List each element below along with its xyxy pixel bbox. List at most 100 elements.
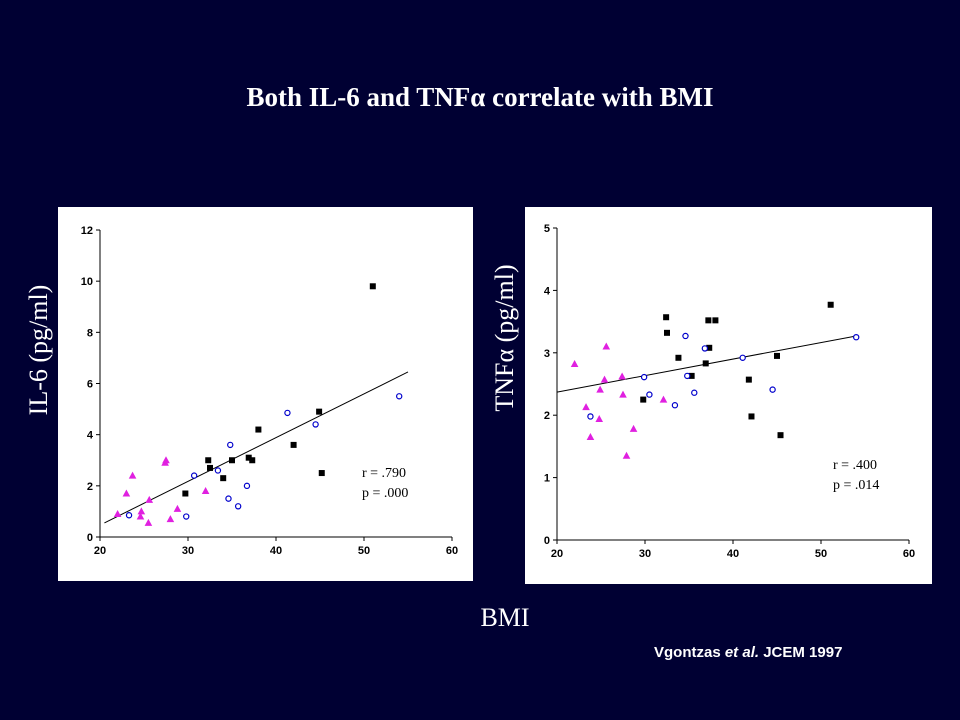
il6-y-tick-label: 8: [87, 327, 93, 339]
tnf-point-square: [748, 413, 755, 420]
tnf-point-triangle: [618, 372, 626, 380]
tnf-y-tick-label: 4: [544, 285, 551, 297]
tnf-chart-panel: 0 1 2 3 4 5 20 30 40 50 60 r = .400 p = .014: [525, 207, 932, 584]
il6-point-square: [255, 426, 262, 433]
slide-title: Both IL-6 and TNFα correlate with BMI: [246, 82, 714, 112]
il6-point-triangle: [122, 489, 131, 497]
il6-point-triangle: [144, 518, 153, 526]
tnf-y-tick-label: 3: [544, 348, 550, 360]
il6-point-square: [316, 408, 323, 415]
il6-x-tick-label: 30: [182, 545, 194, 557]
tnf-point-circle: [682, 332, 689, 340]
il6-point-triangle: [137, 507, 146, 515]
tnf-y-tick-label: 2: [544, 410, 550, 422]
il6-chart-panel: 0 2 4 6 8 10 12 20 30 40 50 60 r = .790 p = .000: [58, 207, 473, 581]
il6-point-circle: [396, 393, 403, 400]
il6-point-square: [290, 441, 297, 448]
il6-point-square: [207, 464, 213, 471]
tnf-point-square: [777, 432, 784, 439]
il6-point-triangle: [145, 495, 154, 503]
citation-etal: et al.: [724, 644, 760, 661]
tnf-point-circle: [769, 386, 776, 393]
il6-point-triangle: [162, 456, 170, 464]
il6-x-tick-label: 60: [446, 545, 458, 557]
il6-point-square: [249, 457, 256, 464]
tnf-point-circle: [671, 402, 679, 409]
il6-p-value: p = .000: [362, 486, 408, 501]
il6-point-square: [205, 457, 212, 464]
il6-scatter-chart: 0 2 4 6 8 10 12 20 30 40 50 60 r = .790 p = .000: [81, 225, 458, 557]
tnf-y-tick-label: 5: [544, 223, 550, 235]
tnf-point-circle: [640, 373, 648, 381]
tnf-point-circle: [684, 372, 691, 380]
il6-point-triangle: [113, 509, 122, 517]
tnf-point-square: [774, 352, 780, 359]
tnf-x-tick-label: 50: [815, 548, 827, 560]
il6-y-tick-label: 2: [87, 481, 93, 493]
tnf-point-triangle: [570, 360, 579, 368]
tnf-point-square: [827, 301, 834, 308]
il6-point-circle: [214, 467, 222, 474]
tnf-point-triangle: [595, 414, 604, 422]
tnf-point-triangle: [629, 424, 638, 432]
il6-point-circle: [183, 513, 190, 520]
tnf-point-triangle: [659, 395, 668, 403]
bmi-x-axis-label: BMI: [480, 603, 530, 632]
tnf-x-tick-label: 40: [727, 548, 739, 560]
tnf-point-square: [675, 354, 682, 361]
tnf-point-triangle: [619, 390, 627, 398]
il6-point-circle: [234, 503, 242, 510]
tnf-point-circle: [587, 413, 594, 420]
il6-regression-line: [104, 371, 409, 524]
tnf-point-square: [688, 372, 695, 379]
tnf-point-square: [702, 360, 709, 367]
tnf-point-circle: [853, 333, 860, 341]
il6-point-triangle: [166, 515, 175, 523]
tnf-point-square: [663, 314, 670, 321]
il6-y-tick-label: 4: [87, 430, 94, 442]
tnf-point-square: [705, 317, 712, 324]
tnf-point-square: [640, 396, 647, 403]
il6-point-triangle: [128, 471, 137, 479]
tnf-scatter-chart: 0 1 2 3 4 5 20 30 40 50 60 r = .400 p = .014: [544, 223, 915, 560]
citation: Vgontzas et al. JCEM 1997: [654, 644, 842, 661]
il6-point-circle: [227, 441, 234, 449]
il6-point-triangle: [201, 486, 210, 494]
tnf-point-circle: [739, 354, 746, 361]
tnf-point-circle: [701, 345, 709, 352]
citation-journal: JCEM 1997: [759, 644, 843, 661]
tnf-point-circle: [646, 391, 653, 398]
il6-point-circle: [190, 472, 198, 479]
il6-point-circle: [284, 409, 291, 417]
tnf-point-triangle: [582, 403, 590, 411]
tnf-y-tick-label: 1: [544, 473, 550, 485]
tnf-x-tick-label: 60: [903, 548, 915, 560]
il6-y-axis-label: IL-6 (pg/ml): [24, 284, 53, 416]
il6-y-tick-label: 10: [81, 276, 93, 288]
tnf-point-triangle: [622, 451, 631, 459]
tnf-point-triangle: [586, 433, 595, 441]
il6-x-tick-label: 40: [270, 545, 282, 557]
il6-x-tick-label: 50: [358, 545, 370, 557]
il6-y-tick-label: 6: [87, 379, 93, 391]
tnf-point-square: [706, 344, 713, 351]
citation-author: Vgontzas: [654, 644, 725, 661]
tnf-x-tick-label: 20: [551, 548, 563, 560]
il6-x-tick-label: 20: [94, 545, 106, 557]
tnf-r-value: r = .400: [833, 458, 877, 473]
il6-r-value: r = .790: [362, 466, 406, 481]
il6-point-circle: [312, 421, 319, 428]
il6-point-square: [229, 457, 235, 464]
il6-y-tick-label: 0: [87, 532, 93, 544]
tnf-y-axis-label: TNFα (pg/ml): [490, 264, 519, 412]
tnf-point-triangle: [600, 375, 609, 383]
il6-point-square: [182, 490, 189, 497]
il6-point-circle: [243, 482, 251, 490]
il6-point-triangle: [136, 512, 145, 520]
il6-point-circle: [125, 512, 133, 519]
il6-point-triangle: [173, 504, 182, 512]
tnf-point-triangle: [602, 342, 611, 350]
tnf-point-circle: [691, 389, 698, 396]
tnf-y-tick-label: 0: [544, 535, 550, 547]
tnf-p-value: p = .014: [833, 478, 879, 493]
